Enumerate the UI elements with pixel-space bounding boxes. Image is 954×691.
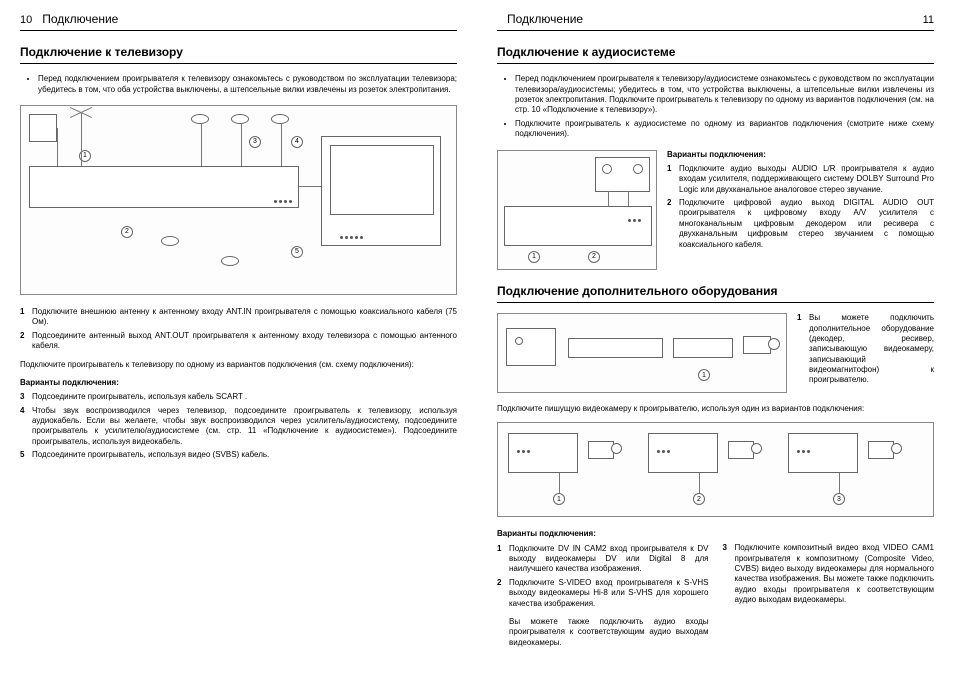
step-text: Подключите композитный видео вход VIDEO … xyxy=(735,543,935,605)
section-title-extra: Подключение дополнительного оборудования xyxy=(497,284,934,304)
extra-two-col: Варианты подключения: 1 Подключите DV IN… xyxy=(497,529,934,656)
step-num: 1 xyxy=(20,307,32,328)
step-row: 2 Подключите цифровой аудио выход DIGITA… xyxy=(667,198,934,250)
extra-top-block: 1 1 Вы можете подключить дополнительное … xyxy=(497,313,934,394)
intro-item: Подключите проигрыватель к аудиосистеме … xyxy=(515,119,934,140)
step-num: 4 xyxy=(20,406,32,448)
diagram-audio-connection: 1 2 xyxy=(497,150,657,270)
step-text: Подключите S-VIDEO вход проигрывателя к … xyxy=(509,578,709,609)
step-row: 1 Подключите аудио выходы AUDIO L/R прои… xyxy=(667,164,934,195)
step-num: 2 xyxy=(497,578,509,609)
audio-block: 1 2 Варианты подключения: 1 Подключите а… xyxy=(497,150,934,270)
step-text: Подсоедините проигрыватель, используя ка… xyxy=(32,392,457,402)
intro-list-audio: Перед подключением проигрывателя к телев… xyxy=(497,74,934,139)
callout-1: 1 xyxy=(553,493,565,505)
step-row: 3 Подключите композитный видео вход VIDE… xyxy=(723,543,935,605)
intro-list-tv: Перед подключением проигрывателя к телев… xyxy=(20,74,457,95)
steps-a: 1 Подключите внешнюю антенну к антенному… xyxy=(20,307,457,352)
diagram-camcorder-connection: 1 2 3 xyxy=(497,422,934,517)
section-title-audio: Подключение к аудиосистеме xyxy=(497,45,934,65)
step-row: 3 Подсоедините проигрыватель, используя … xyxy=(20,392,457,402)
page-right: Подключение 11 Подключение к аудиосистем… xyxy=(477,0,954,691)
step-text: Подсоедините проигрыватель, используя ви… xyxy=(32,450,457,460)
step-row: 1 Подключите DV IN CAM2 вход проигрывате… xyxy=(497,544,709,575)
step-row: 2 Подсоедините антенный выход ANT.OUT пр… xyxy=(20,331,457,352)
step-row: 1 Подключите внешнюю антенну к антенному… xyxy=(20,307,457,328)
callout-1: 1 xyxy=(698,369,710,381)
step-text: Вы можете подключить дополнительное обор… xyxy=(809,313,934,386)
step-num: 1 xyxy=(497,544,509,575)
extra-col-left: Варианты подключения: 1 Подключите DV IN… xyxy=(497,529,709,656)
step-num: 2 xyxy=(20,331,32,352)
step-num: 3 xyxy=(20,392,32,402)
page-header-right: Подключение 11 xyxy=(497,12,934,31)
running-head-right: Подключение xyxy=(507,12,583,28)
intro-item: Перед подключением проигрывателя к телев… xyxy=(515,74,934,116)
step-num: 1 xyxy=(667,164,679,195)
step-text: Подключите DV IN CAM2 вход проигрывателя… xyxy=(509,544,709,575)
diagram-extra-equipment: 1 xyxy=(497,313,787,393)
steps-b: 3 Подсоедините проигрыватель, используя … xyxy=(20,392,457,460)
col-left-tail: Вы можете также подключить аудио входы п… xyxy=(497,617,709,648)
page-number-left: 10 xyxy=(20,13,32,27)
step-num: 5 xyxy=(20,450,32,460)
step-row: 1 Вы можете подключить дополнительное об… xyxy=(797,313,934,386)
step-text: Подключите внешнюю антенну к антенному в… xyxy=(32,307,457,328)
step-num: 3 xyxy=(723,543,735,605)
audio-variants: Варианты подключения: 1 Подключите аудио… xyxy=(667,150,934,270)
page-header-left: 10 Подключение xyxy=(20,12,457,31)
intro-item: Перед подключением проигрывателя к телев… xyxy=(38,74,457,95)
callout-3: 3 xyxy=(833,493,845,505)
variants-label-tv: Варианты подключения: xyxy=(20,378,457,388)
variants-label-audio: Варианты подключения: xyxy=(667,150,934,160)
step-text: Подключите аудио выходы AUDIO L/R проигр… xyxy=(679,164,934,195)
callout-2: 2 xyxy=(693,493,705,505)
extra-side-step: 1 Вы можете подключить дополнительное об… xyxy=(797,313,934,394)
step-row: 4 Чтобы звук воспроизводился через телев… xyxy=(20,406,457,448)
running-head-left: Подключение xyxy=(42,12,118,28)
step-num: 2 xyxy=(667,198,679,250)
step-num: 1 xyxy=(797,313,809,386)
step-text: Чтобы звук воспроизводился через телевиз… xyxy=(32,406,457,448)
callout-5: 5 xyxy=(291,246,303,258)
step-row: 5 Подсоедините проигрыватель, используя … xyxy=(20,450,457,460)
callout-2: 2 xyxy=(588,251,600,263)
variants-label-extra: Варианты подключения: xyxy=(497,529,709,539)
section-title-tv: Подключение к телевизору xyxy=(20,45,457,65)
extra-mid-para: Подключите пишущую видеокамеру к проигры… xyxy=(497,404,934,414)
step-row: 2 Подключите S-VIDEO вход проигрывателя … xyxy=(497,578,709,609)
middle-para: Подключите проигрыватель к телевизору по… xyxy=(20,360,457,370)
extra-col-right: 3 Подключите композитный видео вход VIDE… xyxy=(723,529,935,656)
step-text: Подсоедините антенный выход ANT.OUT прои… xyxy=(32,331,457,352)
step-text: Подключите цифровой аудио выход DIGITAL … xyxy=(679,198,934,250)
diagram-tv-connection: 1 3 4 2 5 xyxy=(20,105,457,295)
callout-3: 3 xyxy=(249,136,261,148)
page-left: 10 Подключение Подключение к телевизору … xyxy=(0,0,477,691)
page-number-right: 11 xyxy=(923,13,934,27)
callout-1: 1 xyxy=(528,251,540,263)
callout-4: 4 xyxy=(291,136,303,148)
callout-2: 2 xyxy=(121,226,133,238)
